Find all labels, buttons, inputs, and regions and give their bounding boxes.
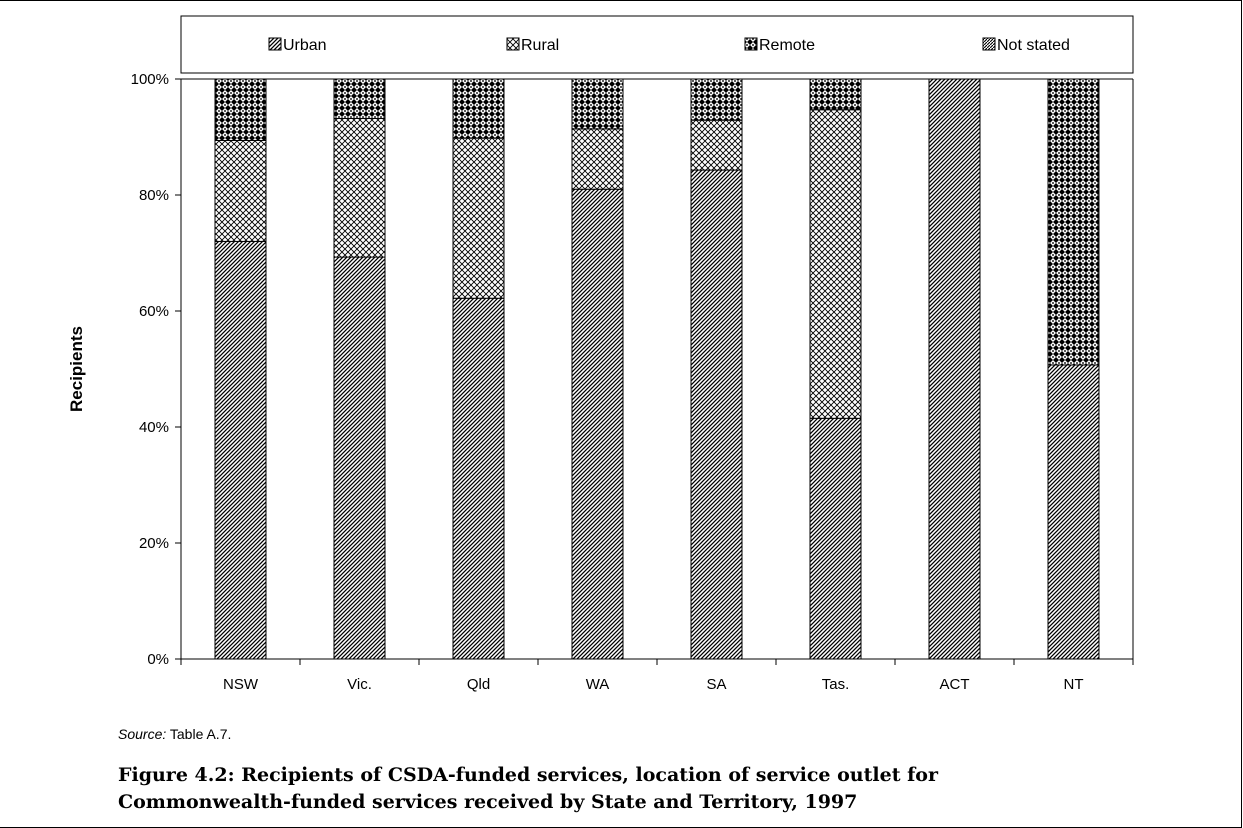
caption-line-1: Figure 4.2: Recipients of CSDA-funded se… [118, 764, 938, 786]
y-tick-label: 0% [147, 651, 169, 668]
bar-wa-rural [571, 128, 624, 190]
source-label: Source: [118, 726, 167, 742]
bar-sa-urban [690, 169, 743, 660]
legend-label-rural: Rural [521, 37, 559, 54]
bar-act-urban [928, 78, 981, 660]
x-tick-label: NT [1064, 676, 1084, 693]
bar-qld-urban [452, 297, 505, 660]
stacked-bar-chart: Urban Rural Remote Not stated 0% 20% 40% 60% 80… [67, 15, 1134, 693]
bar-qld-remote [452, 78, 505, 139]
bar-tas-rural [809, 109, 862, 419]
source-note: Source: Table A.7. [118, 726, 231, 742]
bar-nsw-rural [214, 139, 267, 242]
bar-wa-urban [571, 188, 624, 660]
legend-swatch-rural [506, 37, 520, 51]
bar-wa-remote [571, 78, 624, 130]
bar-vic-urban [333, 256, 386, 660]
legend: Urban Rural Remote Not stated [180, 15, 1134, 74]
y-tick-label: 40% [139, 419, 169, 436]
x-tick-label: Tas. [822, 676, 850, 693]
bar-vic-remote [333, 78, 386, 119]
x-axis: NSW Vic. Qld WA SA Tas. ACT NT [180, 658, 1134, 693]
x-tick-label: Qld [467, 676, 490, 693]
legend-swatch-urban [268, 37, 282, 51]
bar-nsw-remote [214, 78, 267, 141]
bars-group [214, 78, 1100, 660]
bar-qld-rural [452, 137, 505, 299]
x-tick-label: SA [706, 676, 726, 693]
y-tick-label: 80% [139, 187, 169, 204]
legend-label-remote: Remote [759, 37, 815, 54]
y-axis-label: Recipients [67, 326, 86, 412]
y-axis: 0% 20% 40% 60% 80% 100% Recipients [67, 71, 182, 668]
x-tick-label: WA [586, 676, 610, 693]
legend-swatch-remote [744, 37, 758, 51]
legend-swatch-not-stated [982, 37, 996, 51]
bar-nsw-urban [214, 240, 267, 660]
x-tick-label: Vic. [347, 676, 372, 693]
legend-label-not-stated: Not stated [997, 37, 1070, 54]
legend-box [180, 15, 1134, 74]
bar-nt-remote [1047, 78, 1100, 366]
y-tick-label: 60% [139, 303, 169, 320]
source-text: Table A.7. [166, 726, 232, 742]
x-tick-label: ACT [940, 676, 970, 693]
bar-nt-urban [1047, 364, 1100, 660]
y-tick-label: 20% [139, 535, 169, 552]
bar-sa-remote [690, 78, 743, 121]
legend-label-urban: Urban [283, 37, 327, 54]
bar-tas-urban [809, 417, 862, 660]
caption-line-2: Commonwealth-funded services received by… [118, 791, 858, 813]
figure-caption: Figure 4.2: Recipients of CSDA-funded se… [118, 762, 1118, 816]
y-tick-label: 100% [131, 71, 169, 88]
bar-sa-rural [690, 119, 743, 171]
x-tick-label: NSW [223, 676, 259, 693]
bar-tas-remote [809, 78, 862, 111]
bar-vic-rural [333, 117, 386, 258]
